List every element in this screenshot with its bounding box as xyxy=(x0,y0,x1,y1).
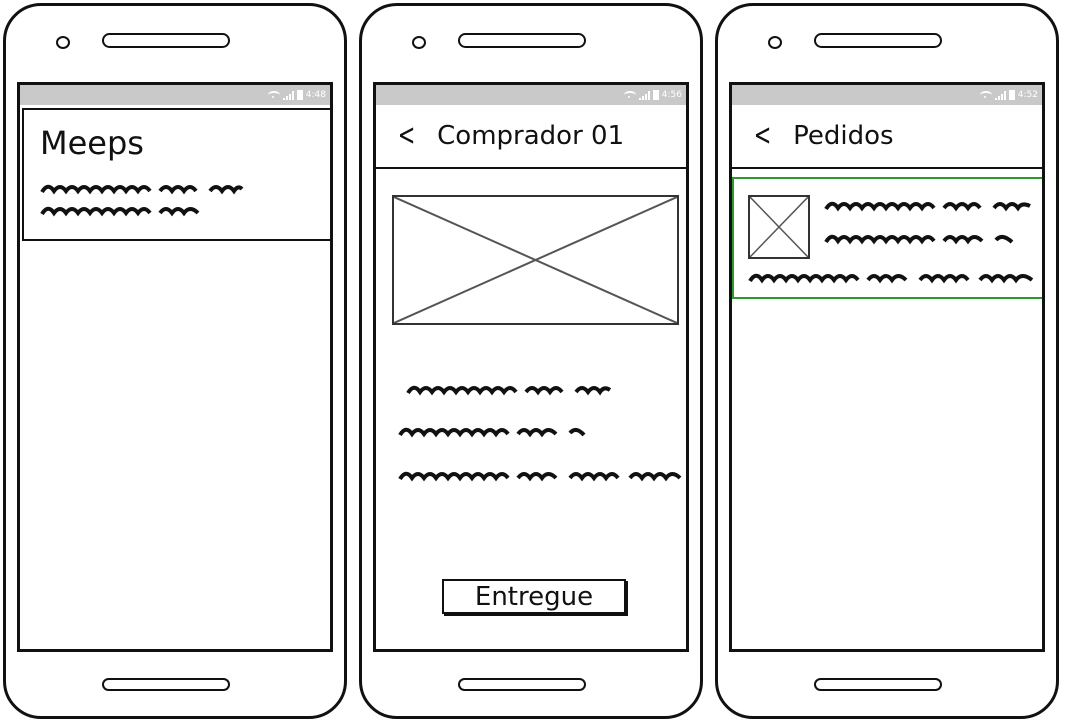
scribble-text-2 xyxy=(398,427,586,438)
scribble-text-1 xyxy=(40,184,244,195)
scribble-text-3 xyxy=(748,273,1034,284)
status-bar: 4:56 xyxy=(376,85,686,105)
image-placeholder-icon xyxy=(392,195,679,325)
scribble-text-1 xyxy=(824,201,1031,212)
scribble-text-2 xyxy=(40,206,200,217)
status-time: 4:48 xyxy=(305,90,326,100)
scribble-text-1 xyxy=(406,385,612,396)
scribble-text-3 xyxy=(398,471,682,482)
status-time: 4:56 xyxy=(661,90,682,100)
status-bar: 4:48 xyxy=(20,85,330,105)
page-title: Comprador 01 xyxy=(437,121,625,151)
screen-orders: 4:52 < Pedidos xyxy=(729,82,1045,652)
phone-frame-2: 4:56 < Comprador 01 Entregu xyxy=(359,3,703,719)
speaker-icon xyxy=(458,33,586,48)
battery-icon xyxy=(652,90,659,100)
wifi-icon xyxy=(623,91,636,99)
camera-icon xyxy=(412,36,426,49)
back-icon[interactable]: < xyxy=(753,118,772,153)
back-icon[interactable]: < xyxy=(397,118,416,153)
speaker-icon xyxy=(814,33,942,48)
phone-frame-1: 4:48 Meeps xyxy=(3,3,347,719)
screen-home: 4:48 Meeps xyxy=(17,82,333,652)
status-bar: 4:52 xyxy=(732,85,1042,105)
battery-icon xyxy=(296,90,303,100)
delivered-button[interactable]: Entregue xyxy=(442,579,626,614)
status-time: 4:52 xyxy=(1017,90,1038,100)
camera-icon xyxy=(56,36,70,49)
app-bar: < Pedidos xyxy=(732,105,1042,169)
shop-card[interactable]: Meeps xyxy=(22,108,330,241)
card-title: Meeps xyxy=(40,124,144,162)
wifi-icon xyxy=(979,91,992,99)
speaker-icon xyxy=(102,33,230,48)
order-list-item[interactable] xyxy=(732,177,1042,299)
scribble-text-2 xyxy=(824,234,1014,245)
phone-frame-3: 4:52 < Pedidos xyxy=(715,3,1059,719)
signal-icon xyxy=(994,90,1006,100)
home-button[interactable] xyxy=(814,678,942,691)
home-button[interactable] xyxy=(102,678,230,691)
app-bar: < Comprador 01 xyxy=(376,105,686,169)
battery-icon xyxy=(1008,90,1015,100)
signal-icon xyxy=(638,90,650,100)
wifi-icon xyxy=(267,91,280,99)
home-button[interactable] xyxy=(458,678,586,691)
page-title: Pedidos xyxy=(793,121,894,151)
camera-icon xyxy=(768,36,782,49)
screen-buyer-detail: 4:56 < Comprador 01 Entregu xyxy=(373,82,689,652)
signal-icon xyxy=(282,90,294,100)
image-placeholder-icon xyxy=(748,195,810,259)
